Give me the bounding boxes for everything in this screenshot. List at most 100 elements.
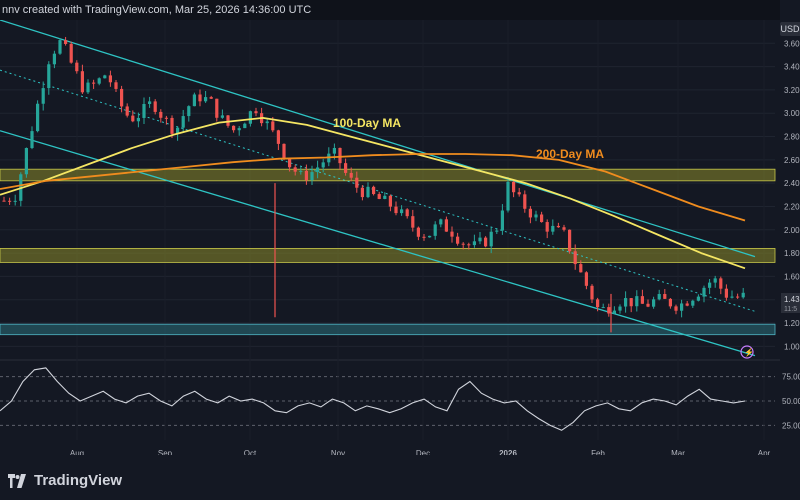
candle-body [299,170,303,172]
candle-body [523,194,527,209]
candle-body [500,210,504,231]
candle-body [271,121,275,131]
tradingview-logo-icon [8,473,26,488]
candle-body [338,147,342,164]
candle-body [243,123,247,129]
candle-body [618,306,622,311]
candle-body [506,181,510,211]
brand-name: TradingView [34,472,123,489]
candle-body [366,186,370,198]
rsi-line [0,367,746,431]
candle-body [691,300,695,306]
candle-body [41,88,45,104]
candle-body [265,121,269,124]
channel-line [0,20,756,258]
candle-body [741,292,745,298]
candle-body [461,243,465,245]
candle-body [394,206,398,214]
candle-body [652,299,656,307]
candle-body [568,229,572,252]
candle-body [612,310,616,314]
candle-body [674,306,678,311]
candle-body [663,294,667,299]
candle-body [736,296,740,298]
candle-body [708,282,712,288]
candle-body [439,219,443,225]
candle-body [86,82,90,93]
candle-body [355,177,359,188]
candle-body [713,278,717,283]
candle-body [624,298,628,307]
channel-line [0,69,756,312]
price-zone [0,248,776,263]
candle-body [97,78,101,84]
candle-body [148,101,152,104]
candle-body [215,98,219,118]
candle-body [288,158,292,168]
price-axis[interactable] [780,0,800,440]
candle-body [584,272,588,286]
price-zone [0,323,776,336]
candle-body [680,303,684,311]
candle-body [528,208,532,218]
candle-body [545,222,549,232]
candle-body [724,288,728,298]
candle-body [590,285,594,300]
candle-body [646,303,650,307]
candle-body [601,307,605,309]
candle-body [534,214,538,218]
descending-channel [0,20,756,357]
candle-body [8,200,12,202]
candle-body [450,231,454,237]
candle-body [360,187,364,198]
price-chart[interactable] [0,20,780,480]
candle-body [198,94,202,102]
candle-body [64,40,68,44]
candle-body [232,125,236,131]
candle-body [204,97,208,102]
candle-body [489,231,493,247]
candle-body [517,192,521,195]
candle-body [114,82,118,89]
candle-body [254,111,258,114]
candle-body [125,106,129,116]
candle-body [316,167,320,173]
candle-body [388,195,392,207]
candle-body [47,64,51,89]
candle-body [640,296,644,304]
tradingview-logo[interactable]: TradingView [6,472,122,489]
grid [0,20,780,440]
moving-averages [0,117,746,270]
candle-body [187,106,191,117]
candle-body [400,209,404,214]
candle-body [484,237,488,247]
candle-body [607,307,611,314]
candle-body [383,195,387,199]
candle-body [36,103,40,132]
candle-body [192,94,196,107]
candle-body [702,287,706,297]
candle-body [293,167,297,172]
candle-body [349,172,353,178]
candle-body [668,298,672,307]
candle-body [310,172,314,181]
candle-body [472,241,476,246]
currency-badge[interactable]: USD [780,22,800,36]
candle-body [495,230,499,232]
candle-body [226,115,230,126]
candle-body [136,117,140,122]
candle-body [248,111,252,124]
candle-body [719,278,723,289]
candle-body [428,235,432,238]
candle-body [176,127,180,134]
candles [2,36,745,333]
candle-body [220,115,224,118]
candle-body [321,162,325,168]
candle-body [80,71,84,93]
channel-line [0,130,756,357]
candle-body [108,75,112,83]
candle-body [551,225,555,232]
candle-body [467,244,471,246]
attribution-text: nnv created with TradingView.com, Mar 25… [2,4,312,16]
candle-body [344,163,348,173]
